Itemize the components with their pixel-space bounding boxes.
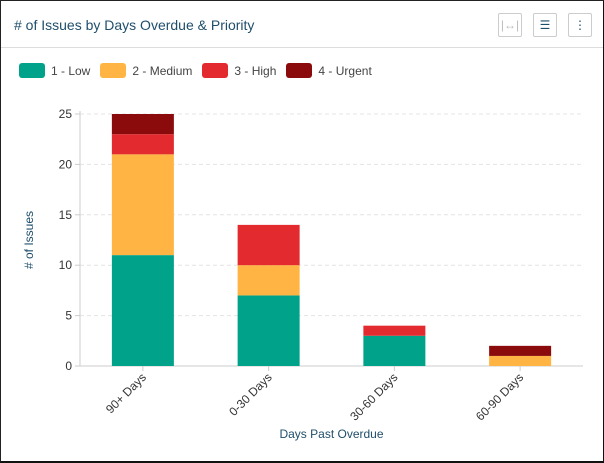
legend-item[interactable]: 4 - Urgent bbox=[286, 63, 372, 78]
y-tick-label: 15 bbox=[59, 208, 73, 222]
legend-item[interactable]: 3 - High bbox=[202, 63, 276, 78]
bar-segment bbox=[489, 345, 552, 356]
x-axis-title: Days Past Overdue bbox=[279, 427, 383, 441]
bar-segment bbox=[237, 295, 300, 366]
fit-width-icon: |↔| bbox=[500, 18, 520, 32]
chart-title: # of Issues by Days Overdue & Priority bbox=[14, 17, 255, 33]
legend-item[interactable]: 1 - Low bbox=[19, 63, 90, 78]
more-icon: ⋮ bbox=[574, 18, 586, 32]
legend: 1 - Low 2 - Medium 3 - High 4 - Urgent bbox=[19, 63, 372, 78]
legend-swatch bbox=[100, 63, 127, 78]
more-button[interactable]: ⋮ bbox=[568, 13, 592, 37]
x-tick-label: 60-90 Days bbox=[473, 370, 526, 423]
bar-segment bbox=[111, 154, 174, 256]
legend-item[interactable]: 2 - Medium bbox=[100, 63, 192, 78]
legend-swatch bbox=[286, 63, 313, 78]
bar-segment bbox=[363, 335, 426, 366]
y-tick-label: 5 bbox=[65, 309, 72, 323]
card-header: # of Issues by Days Overdue & Priority |… bbox=[1, 1, 603, 48]
legend-label: 3 - High bbox=[234, 63, 277, 78]
legend-label: 1 - Low bbox=[51, 63, 91, 78]
y-tick-label: 25 bbox=[59, 107, 73, 121]
y-tick-label: 0 bbox=[65, 359, 72, 373]
filter-button[interactable]: ☰ bbox=[533, 13, 557, 37]
fit-width-button[interactable]: |↔| bbox=[498, 13, 522, 37]
x-tick-label: 0-30 Days bbox=[226, 370, 275, 419]
bar-segment bbox=[237, 265, 300, 296]
bar-segment bbox=[111, 255, 174, 366]
y-tick-label: 20 bbox=[59, 157, 73, 171]
bar-segment bbox=[237, 224, 300, 266]
x-tick-label: 90+ Days bbox=[103, 370, 149, 416]
legend-label: 4 - Urgent bbox=[318, 63, 372, 78]
filter-icon: ☰ bbox=[539, 18, 551, 32]
bar-segment bbox=[489, 355, 552, 366]
bar-segment bbox=[363, 325, 426, 336]
legend-label: 2 - Medium bbox=[132, 63, 193, 78]
legend-swatch bbox=[202, 63, 229, 78]
y-axis-title: # of Issues bbox=[22, 211, 36, 269]
legend-swatch bbox=[19, 63, 45, 78]
bar-segment bbox=[111, 114, 174, 135]
bar-segment bbox=[111, 134, 174, 155]
y-tick-label: 10 bbox=[59, 258, 73, 272]
x-tick-label: 30-60 Days bbox=[347, 370, 400, 423]
